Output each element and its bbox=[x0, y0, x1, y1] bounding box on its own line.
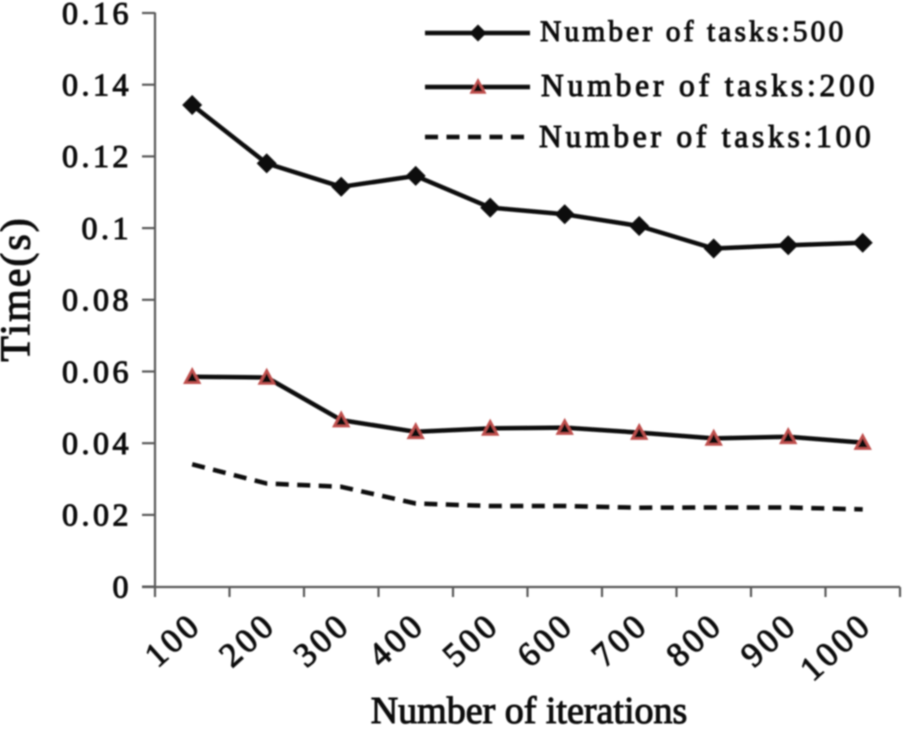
svg-text:Number of tasks:200: Number of tasks:200 bbox=[541, 68, 878, 103]
svg-text:0.1: 0.1 bbox=[82, 210, 133, 246]
svg-text:Number of iterations: Number of iterations bbox=[371, 690, 688, 730]
svg-text:0.04: 0.04 bbox=[62, 425, 132, 461]
svg-text:0.14: 0.14 bbox=[62, 67, 132, 103]
svg-text:0.06: 0.06 bbox=[62, 353, 132, 389]
svg-text:Number of tasks:500: Number of tasks:500 bbox=[540, 16, 846, 48]
svg-text:Time(s): Time(s) bbox=[0, 216, 40, 361]
svg-text:0.02: 0.02 bbox=[62, 497, 132, 533]
svg-text:0: 0 bbox=[113, 568, 133, 604]
svg-text:0.08: 0.08 bbox=[62, 282, 132, 318]
svg-text:0.12: 0.12 bbox=[62, 138, 132, 174]
svg-text:0.16: 0.16 bbox=[62, 0, 132, 31]
svg-text:Number of tasks:100: Number of tasks:100 bbox=[539, 119, 874, 154]
